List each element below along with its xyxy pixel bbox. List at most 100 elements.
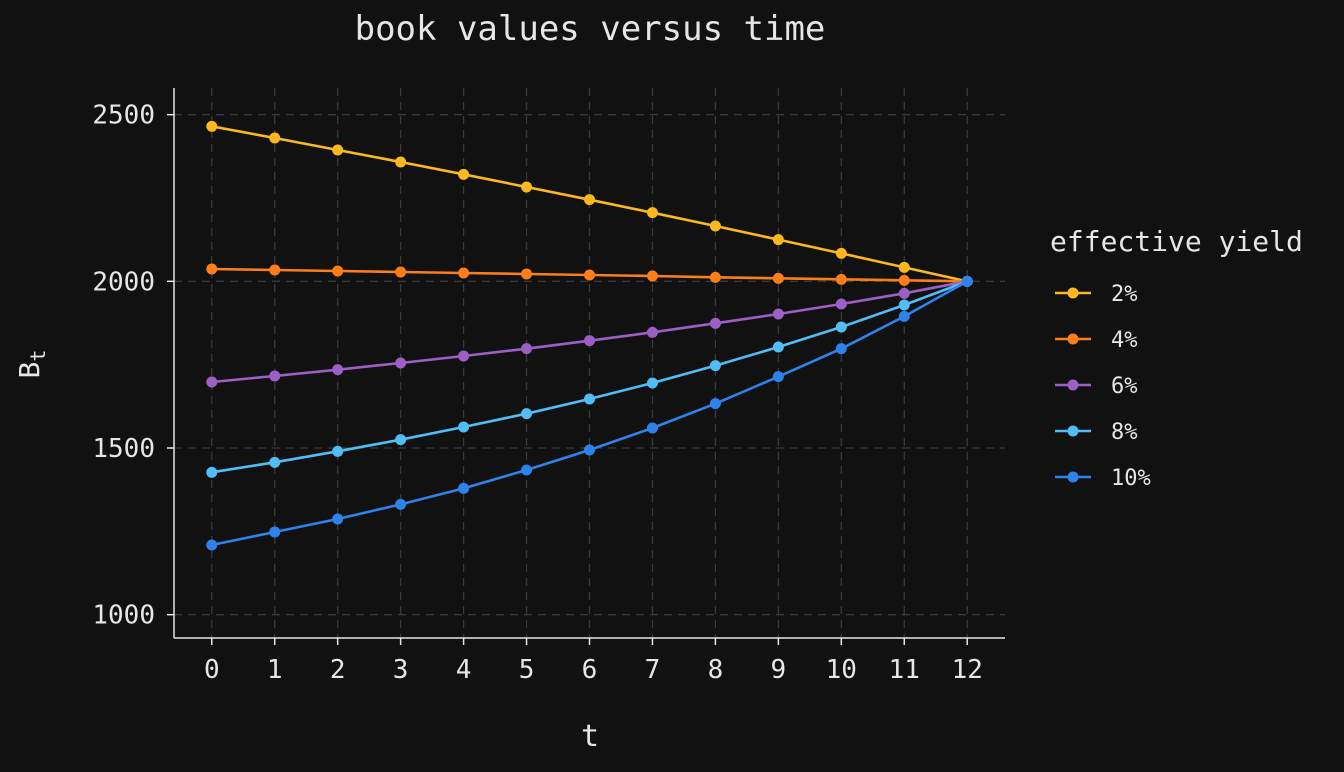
legend-item: 6% <box>1055 374 1138 399</box>
data-point-4pct <box>709 271 721 283</box>
data-point-4pct <box>646 270 658 282</box>
data-point-6pct <box>332 364 344 376</box>
data-point-4pct <box>835 273 847 285</box>
x-tick-label: 7 <box>645 655 661 685</box>
x-tick-label: 9 <box>771 655 787 685</box>
data-point-10pct <box>835 343 847 355</box>
legend-label: 6% <box>1111 374 1138 399</box>
data-point-10pct <box>772 371 784 383</box>
data-point-8pct <box>206 466 218 478</box>
legend-label: 8% <box>1111 420 1138 445</box>
x-tick-label: 2 <box>330 655 346 685</box>
data-point-2pct <box>332 144 344 156</box>
data-point-6pct <box>772 308 784 320</box>
x-tick-label: 8 <box>708 655 724 685</box>
y-tick-label: 1000 <box>92 601 155 631</box>
data-point-8pct <box>584 393 595 405</box>
data-point-10pct <box>458 482 470 494</box>
x-tick-label: 0 <box>204 655 220 685</box>
y-axis-label: Bt <box>13 350 50 379</box>
data-point-10pct <box>332 513 344 525</box>
x-tick-label: 11 <box>889 655 920 685</box>
legend-label: 2% <box>1111 282 1138 307</box>
data-point-2pct <box>584 194 595 206</box>
x-tick-label: 4 <box>456 655 472 685</box>
data-point-4pct <box>458 267 470 279</box>
data-point-10pct <box>709 398 721 410</box>
data-point-4pct <box>206 263 218 275</box>
y-axis-label-subscript: t <box>26 350 50 362</box>
data-point-10pct <box>395 498 407 510</box>
data-point-2pct <box>835 247 847 259</box>
data-point-8pct <box>332 445 344 457</box>
data-point-2pct <box>458 168 470 180</box>
data-point-6pct <box>584 335 595 347</box>
x-tick-label: 1 <box>267 655 283 685</box>
legend-label: 10% <box>1111 466 1151 491</box>
legend-title: effective yield <box>1050 225 1303 258</box>
data-point-8pct <box>269 456 281 468</box>
data-point-6pct <box>709 317 721 329</box>
legend-marker <box>1067 287 1079 299</box>
data-point-10pct <box>269 526 281 538</box>
legend-marker <box>1067 333 1079 345</box>
data-point-4pct <box>521 268 533 280</box>
x-tick-label: 5 <box>519 655 535 685</box>
legend-marker <box>1067 425 1079 437</box>
data-point-4pct <box>898 274 910 286</box>
data-point-6pct <box>458 350 470 362</box>
data-point-2pct <box>709 220 721 232</box>
legend-item: 4% <box>1055 328 1138 353</box>
data-point-4pct <box>584 269 595 281</box>
legend-label: 4% <box>1111 328 1138 353</box>
data-point-2pct <box>521 181 533 193</box>
x-axis-label: t <box>581 719 599 754</box>
data-point-10pct <box>584 444 595 456</box>
x-tick-label: 6 <box>582 655 598 685</box>
data-point-10pct <box>898 310 910 322</box>
data-point-6pct <box>269 370 281 382</box>
data-point-2pct <box>206 120 218 132</box>
data-point-6pct <box>835 298 847 310</box>
y-axis-label-main: B <box>13 362 46 379</box>
legend-marker <box>1067 471 1079 483</box>
data-point-4pct <box>772 272 784 284</box>
legend: 2% 4% 6% 8% 10% <box>1055 282 1151 491</box>
data-point-4pct <box>269 264 281 276</box>
x-tick-label: 10 <box>826 655 857 685</box>
y-tick-label: 2000 <box>92 267 155 297</box>
chart-title: book values versus time <box>355 9 826 49</box>
data-point-6pct <box>395 357 407 369</box>
legend-item: 2% <box>1055 282 1138 307</box>
data-point-8pct <box>709 360 721 372</box>
x-tick-label: 12 <box>952 655 983 685</box>
data-point-6pct <box>898 287 910 299</box>
series-layer <box>206 120 973 551</box>
data-point-2pct <box>646 207 658 219</box>
data-point-6pct <box>646 326 658 338</box>
data-point-8pct <box>521 408 533 420</box>
data-point-8pct <box>646 377 658 389</box>
data-point-10pct <box>961 275 973 287</box>
grid <box>174 88 1005 638</box>
data-point-4pct <box>395 266 407 278</box>
data-point-4pct <box>332 265 344 277</box>
data-point-6pct <box>206 376 218 388</box>
legend-item: 10% <box>1055 466 1151 491</box>
data-point-6pct <box>521 343 533 355</box>
x-tick-label: 3 <box>393 655 409 685</box>
data-point-10pct <box>206 539 218 551</box>
y-tick-label: 2500 <box>92 101 155 131</box>
data-point-8pct <box>772 341 784 353</box>
data-point-2pct <box>898 261 910 273</box>
legend-item: 8% <box>1055 420 1138 445</box>
data-point-8pct <box>458 421 470 433</box>
data-point-2pct <box>269 132 281 144</box>
legend-marker <box>1067 379 1079 391</box>
data-point-10pct <box>646 422 658 434</box>
data-point-2pct <box>772 234 784 246</box>
data-point-8pct <box>898 299 910 311</box>
